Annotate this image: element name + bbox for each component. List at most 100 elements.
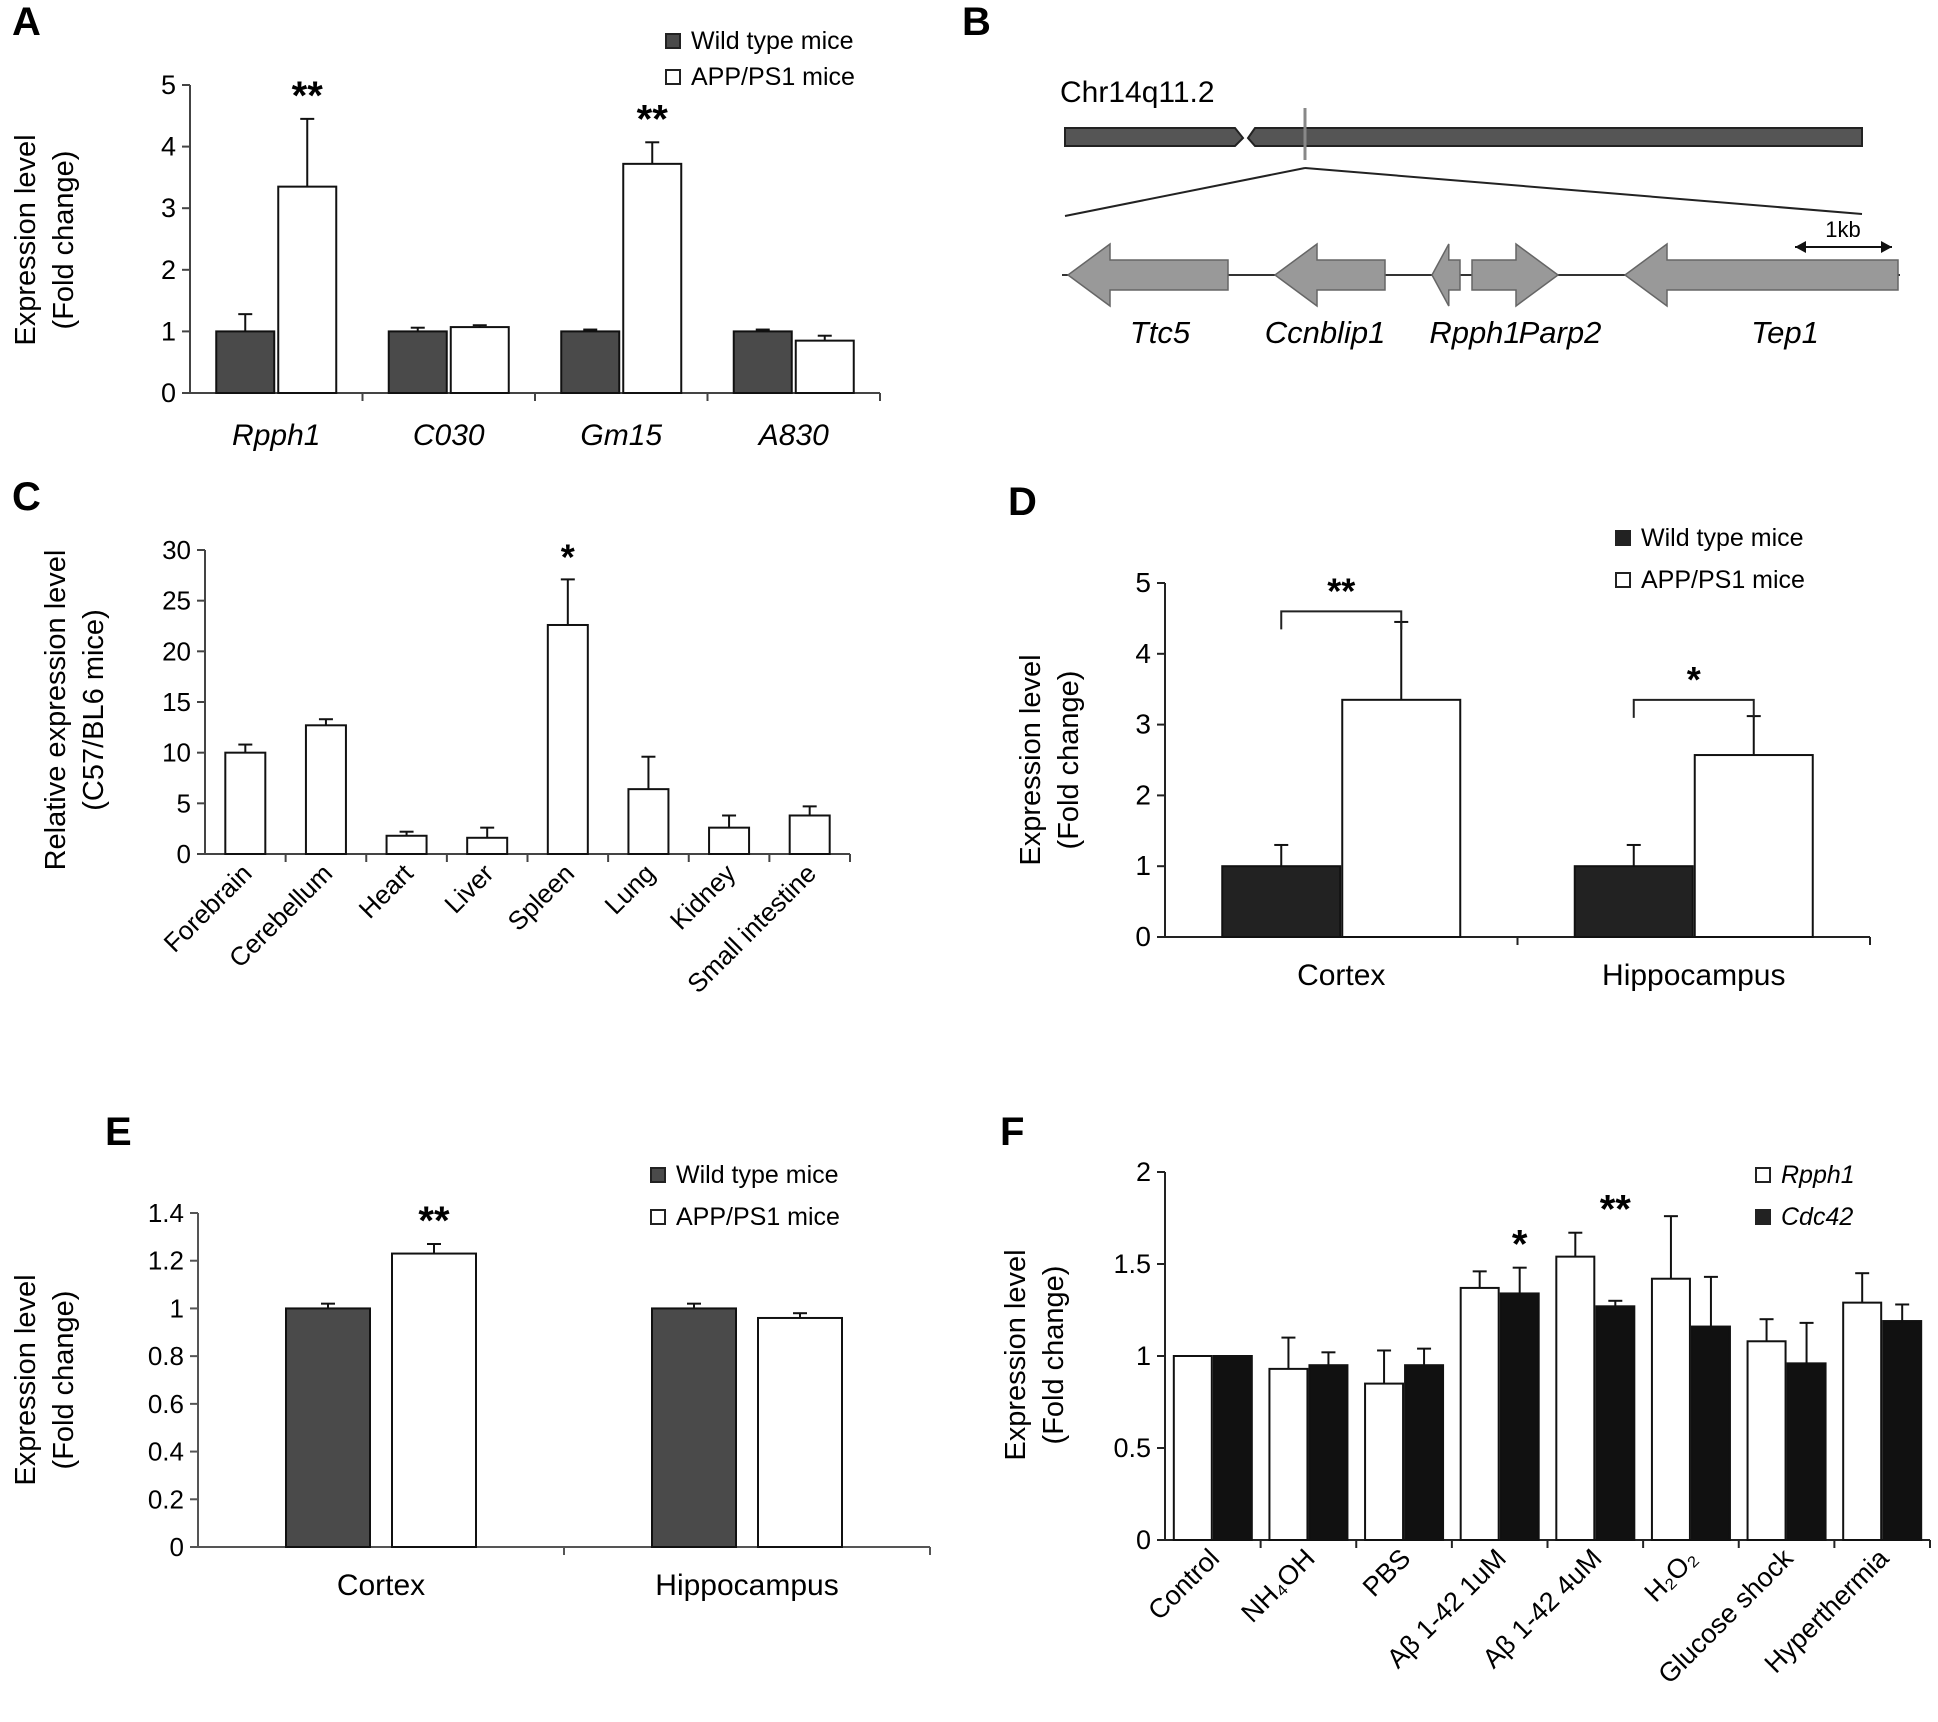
legend-d: Wild type mice APP/PS1 mice — [1615, 517, 1805, 601]
bar-d-0-1 — [1573, 865, 1694, 939]
x-tick-label-f: PBS — [1357, 1543, 1416, 1602]
significance-star-f-4: ** — [1600, 1188, 1632, 1232]
bar-c-0-4 — [546, 623, 589, 856]
bar-c-0-7 — [788, 814, 831, 856]
bar-f-1-7 — [1882, 1320, 1923, 1542]
bar-a-0-3 — [732, 330, 793, 394]
x-tick-label-e: Cortex — [337, 1569, 425, 1602]
legend-d-item-app-ps1: APP/PS1 mice — [1615, 559, 1805, 601]
y-tick-label-e: 0 — [170, 1532, 184, 1562]
y-tick-label-a: 4 — [161, 132, 176, 162]
y-tick-label-d: 0 — [1135, 921, 1151, 952]
x-tick-label-f: H₂O₂ — [1639, 1543, 1704, 1608]
bar-f-0-6 — [1746, 1340, 1787, 1542]
bar-d-1-1 — [1693, 754, 1814, 938]
significance-star-d-1: * — [1687, 659, 1701, 700]
y-axis-label-line2-d: (Fold change) — [1053, 671, 1085, 850]
bar-d-0-0 — [1221, 865, 1342, 939]
bar-c-0-0 — [224, 751, 267, 856]
bar-f-1-5 — [1690, 1325, 1731, 1542]
x-tick-label-d: Cortex — [1297, 959, 1385, 992]
significance-bracket-d-0 — [1280, 610, 1403, 630]
legend-d-label-app-ps1: APP/PS1 mice — [1641, 566, 1805, 594]
chromosome-bar-right — [1246, 127, 1863, 147]
y-tick-label-e: 1.2 — [148, 1246, 184, 1276]
bar-f-0-0 — [1172, 1355, 1213, 1541]
panel-letter-d: D — [1008, 480, 1037, 524]
legend-swatch-icon — [1615, 572, 1631, 588]
bar-f-0-5 — [1650, 1277, 1691, 1541]
gene-label-4: Tep1 — [1751, 315, 1819, 350]
y-tick-label-e: 1 — [170, 1293, 184, 1323]
legend-f: Rpph1 Cdc42 — [1755, 1154, 1855, 1238]
panel-letter-e: E — [105, 1110, 132, 1154]
legend-swatch-icon — [665, 33, 681, 49]
y-tick-label-e: 0.2 — [148, 1484, 184, 1514]
y-tick-label-c: 10 — [162, 738, 191, 768]
bar-c-0-3 — [466, 836, 509, 856]
bar-f-0-1 — [1268, 1367, 1309, 1541]
legend-e-item-wild-type: Wild type mice — [650, 1154, 840, 1196]
y-tick-label-d: 5 — [1135, 567, 1151, 598]
x-tick-label-c: Spleen — [502, 858, 580, 936]
x-tick-label-c: Liver — [438, 858, 499, 919]
y-axis-label-e: Expression level — [10, 1274, 42, 1485]
bar-f-0-4 — [1555, 1255, 1596, 1541]
legend-f-item-rpph1: Rpph1 — [1755, 1154, 1855, 1196]
y-tick-label-e: 1.4 — [148, 1198, 184, 1228]
y-tick-label-d: 1 — [1135, 850, 1151, 881]
bar-a-1-3 — [794, 339, 855, 395]
bar-f-1-0 — [1212, 1355, 1253, 1541]
bar-a-1-0 — [277, 185, 338, 394]
legend-a: Wild type mice APP/PS1 mice — [665, 20, 855, 98]
legend-swatch-icon — [650, 1167, 666, 1183]
bar-e-0-0 — [285, 1307, 371, 1549]
y-tick-label-a: 5 — [161, 70, 176, 100]
chromosome-label: Chr14q11.2 — [1060, 76, 1215, 109]
legend-a-item-app-ps1: APP/PS1 mice — [665, 56, 855, 98]
bar-d-1-0 — [1341, 698, 1462, 938]
bar-f-1-6 — [1786, 1362, 1827, 1541]
bar-c-0-2 — [385, 834, 428, 856]
significance-star-a-2: ** — [637, 97, 669, 141]
y-axis-label-d: Expression level — [1015, 654, 1047, 865]
y-axis-label-f: Expression level — [1000, 1249, 1032, 1460]
legend-a-item-wild-type: Wild type mice — [665, 20, 855, 62]
y-tick-label-c: 15 — [162, 687, 191, 717]
significance-star-a-0: ** — [292, 74, 324, 118]
y-tick-label-d: 4 — [1135, 638, 1151, 669]
legend-e-label-app-ps1: APP/PS1 mice — [676, 1203, 840, 1231]
zoom-line-right — [1304, 167, 1863, 215]
y-tick-label-e: 0.4 — [148, 1437, 184, 1467]
zoom-line-left — [1064, 167, 1306, 217]
y-tick-label-c: 5 — [177, 788, 191, 818]
bar-a-0-0 — [215, 330, 276, 394]
bar-f-0-2 — [1364, 1382, 1405, 1541]
y-tick-label-a: 3 — [161, 193, 176, 223]
gene-label-0: Ttc5 — [1130, 315, 1191, 350]
legend-swatch-icon — [665, 69, 681, 85]
gene-arrow-2 — [1431, 243, 1461, 307]
significance-star-c-4: * — [561, 536, 575, 577]
x-tick-label-f: NH₄OH — [1235, 1543, 1320, 1628]
gene-arrow-3 — [1471, 242, 1560, 308]
legend-e: Wild type mice APP/PS1 mice — [650, 1154, 840, 1238]
y-axis-label-line2-a: (Fold change) — [48, 151, 80, 330]
x-tick-label-c: Heart — [353, 857, 420, 924]
legend-swatch-icon — [1615, 530, 1631, 546]
legend-d-label-wild-type: Wild type mice — [1641, 524, 1804, 552]
gene-arrow-1 — [1273, 242, 1386, 308]
legend-f-label-rpph1: Rpph1 — [1781, 1161, 1855, 1189]
y-tick-label-d: 2 — [1135, 779, 1151, 810]
bar-f-1-3 — [1499, 1292, 1540, 1541]
x-tick-label-e: Hippocampus — [655, 1569, 838, 1602]
panel-letter-b: B — [962, 0, 991, 44]
x-tick-label-d: Hippocampus — [1602, 959, 1785, 992]
legend-e-label-wild-type: Wild type mice — [676, 1161, 839, 1189]
y-tick-label-a: 0 — [161, 378, 176, 408]
significance-star-f-3: * — [1512, 1223, 1528, 1267]
bar-f-0-7 — [1842, 1301, 1883, 1542]
y-tick-label-e: 0.8 — [148, 1341, 184, 1371]
significance-star-e-0: ** — [418, 1199, 450, 1243]
y-axis-label-a: Expression level — [10, 134, 42, 345]
